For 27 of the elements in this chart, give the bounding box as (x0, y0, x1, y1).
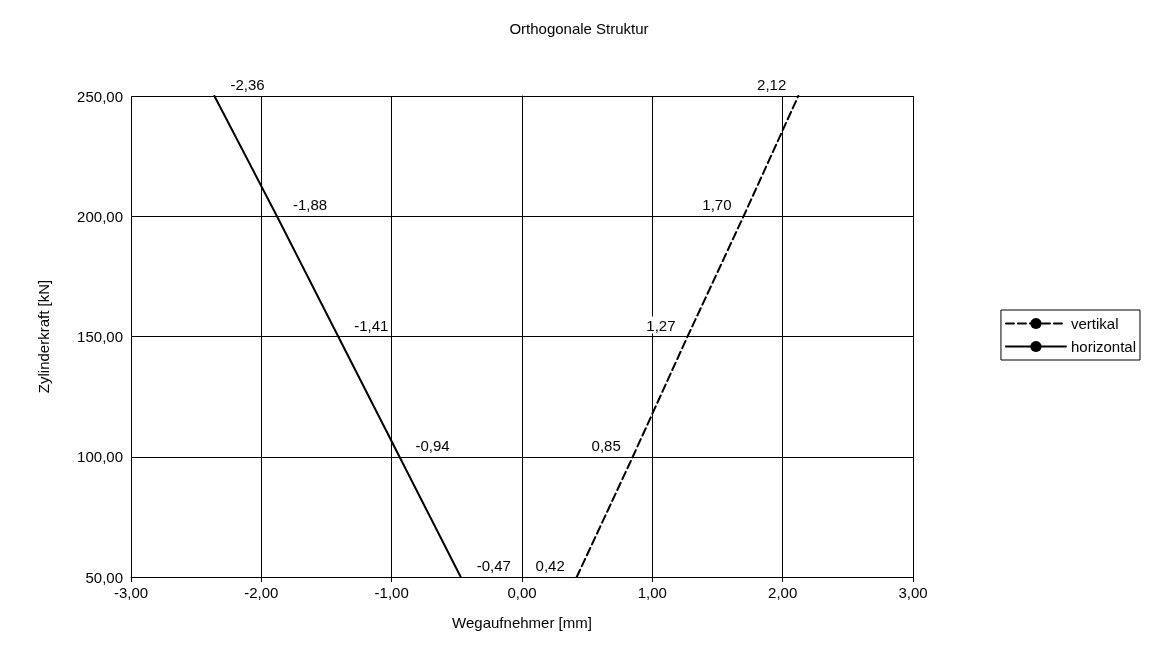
legend-label: horizontal (1070, 338, 1137, 355)
x-axis-title: Wegaufnehmer [mm] (452, 614, 592, 631)
annotation: -0,94 (415, 436, 450, 454)
x-tick-label: 3,00 (898, 584, 928, 601)
annotation: -1,88 (292, 196, 328, 214)
y-tick-label: 100,00 (77, 448, 123, 466)
x-tick-label: 0,00 (507, 584, 537, 601)
annotation: -1,41 (354, 316, 389, 334)
legend-label: vertikal (1070, 315, 1119, 332)
y-tick-label: 200,00 (77, 207, 123, 225)
y-tick-label: 250,00 (77, 87, 123, 105)
chart-title: Orthogonale Struktur (509, 20, 649, 37)
annotation: 0,85 (591, 436, 621, 454)
annotation: -2,36 (230, 76, 265, 93)
annotation: 0,42 (535, 557, 565, 574)
y-tick-label: 50,00 (85, 568, 123, 586)
annotation: 2,12 (757, 76, 787, 93)
y-tick-label: 150,00 (77, 328, 123, 345)
x-tick-label: -1,00 (374, 584, 409, 601)
x-tick-label: 1,00 (637, 584, 667, 601)
annotation: -0,47 (476, 557, 511, 574)
x-tick-label: -3,00 (113, 584, 149, 601)
x-tick-label: -2,00 (244, 584, 279, 601)
annotation: 1,70 (702, 196, 732, 214)
x-tick-label: 2,00 (768, 584, 798, 601)
y-axis-title: Zylinderkraft [kN] (35, 279, 52, 394)
annotation: 1,27 (646, 316, 676, 334)
